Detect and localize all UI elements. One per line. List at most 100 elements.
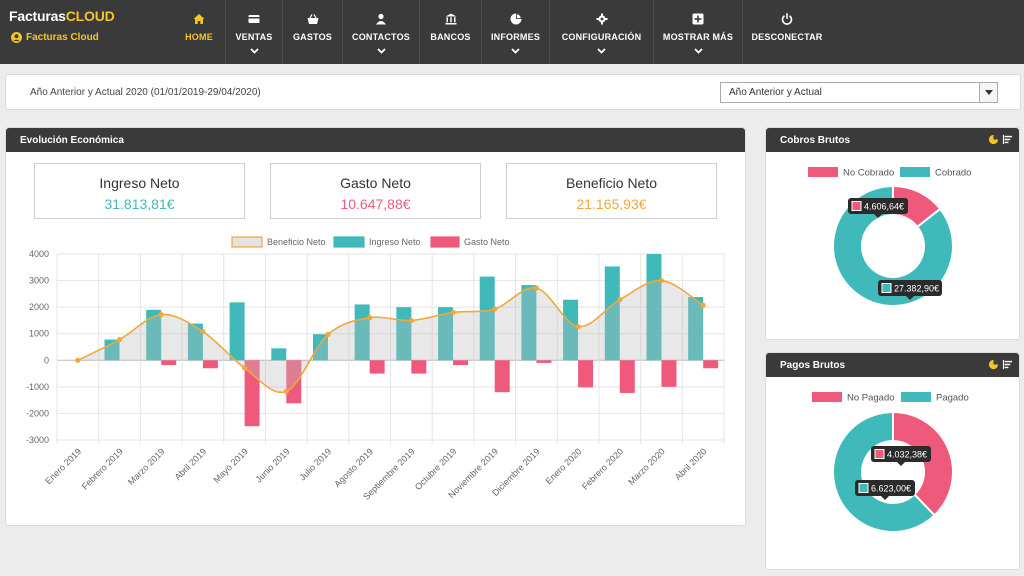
y-tick-label: 3000	[29, 276, 49, 286]
bar-ingreso-neto[interactable]	[146, 309, 162, 361]
point-beneficio-neto[interactable]	[283, 388, 289, 394]
nav-item-configuraci-n[interactable]: CONFIGURACIÓN	[550, 0, 654, 64]
bar-ingreso-neto[interactable]	[312, 334, 328, 361]
nav-item-desconectar[interactable]: DESCONECTAR	[743, 0, 831, 64]
point-beneficio-neto[interactable]	[533, 285, 540, 291]
point-beneficio-neto[interactable]	[617, 297, 623, 303]
point-beneficio-neto[interactable]	[116, 336, 123, 343]
point-beneficio-neto[interactable]	[658, 277, 665, 284]
pie-chart-icon[interactable]	[988, 134, 999, 145]
bar-gasto-neto[interactable]	[453, 360, 469, 366]
kpi-gasto: Gasto Neto 10.647,88€	[270, 163, 481, 219]
nav-item-label: MOSTRAR MÁS	[662, 32, 734, 42]
bar-chart-icon[interactable]	[1002, 134, 1013, 145]
point-beneficio-neto[interactable]	[158, 311, 164, 318]
chevron-down-icon[interactable]	[979, 83, 997, 102]
kpi-ingreso: Ingreso Neto 31.813,81€	[34, 163, 245, 219]
bar-gasto-neto[interactable]	[578, 360, 594, 388]
chevron-down-icon	[597, 48, 606, 54]
period-bar: Año Anterior y Actual 2020 (01/01/2019-2…	[5, 74, 1021, 110]
y-tick-label: 4000	[29, 249, 49, 259]
bank-icon	[445, 13, 456, 25]
tooltip-swatch	[881, 283, 892, 293]
kpi-beneficio-value: 21.165,93€	[576, 196, 647, 212]
point-beneficio-neto[interactable]	[700, 302, 706, 308]
point-beneficio-neto[interactable]	[450, 309, 456, 316]
point-beneficio-neto[interactable]	[367, 315, 373, 321]
legend-gasto-swatch[interactable]	[430, 236, 460, 248]
legend-beneficio-swatch[interactable]	[231, 236, 263, 248]
bar-ingreso-neto[interactable]	[271, 348, 287, 361]
value-tooltip	[878, 280, 942, 296]
nav-item-label: CONTACTOS	[352, 32, 410, 42]
legend-gasto-label[interactable]: Gasto Neto	[464, 237, 510, 247]
app-logo[interactable]: FacturasCLOUD	[9, 8, 115, 24]
pie-chart-icon[interactable]	[988, 359, 999, 370]
pagos-panel-title: Pagos Brutos	[780, 360, 846, 371]
point-beneficio-neto[interactable]	[575, 323, 581, 330]
line-beneficio-neto	[77, 279, 704, 394]
bar-ingreso-neto[interactable]	[688, 297, 704, 361]
nav-item-label: HOME	[185, 32, 213, 42]
point-beneficio-neto[interactable]	[200, 328, 206, 335]
nav-item-home[interactable]: HOME	[173, 0, 226, 64]
pagos-panel: Pagos Brutos	[765, 352, 1020, 570]
legend-beneficio-label[interactable]: Beneficio Neto	[267, 237, 326, 247]
bar-gasto-neto[interactable]	[286, 360, 302, 404]
bar-gasto-neto[interactable]	[661, 360, 677, 387]
period-select[interactable]: Año Anterior y Actual	[720, 82, 998, 103]
point-beneficio-neto[interactable]	[492, 306, 498, 312]
period-range-text: Año Anterior y Actual 2020 (01/01/2019-2…	[30, 87, 261, 98]
y-tick-label: 0	[44, 355, 49, 365]
nav-item-label: DESCONECTAR	[751, 32, 823, 42]
y-tick-label: 1000	[29, 329, 49, 339]
evolucion-panel: Evolución Económica Ingreso Neto 31.813,…	[5, 127, 746, 526]
legend-ingreso-swatch[interactable]	[333, 236, 365, 248]
bar-gasto-neto[interactable]	[619, 360, 635, 393]
bar-ingreso-neto[interactable]	[604, 266, 620, 361]
point-beneficio-neto[interactable]	[408, 317, 414, 324]
kpi-beneficio: Beneficio Neto 21.165,93€	[506, 163, 717, 219]
bar-ingreso-neto[interactable]	[521, 285, 537, 361]
kpi-beneficio-title: Beneficio Neto	[565, 175, 658, 191]
bar-chart-icon[interactable]	[1002, 359, 1013, 370]
legend-ingreso-label[interactable]: Ingreso Neto	[369, 237, 421, 247]
nav-item-mostrar-m-s[interactable]: MOSTRAR MÁS	[654, 0, 743, 64]
bar-ingreso-neto[interactable]	[563, 299, 579, 361]
point-beneficio-neto[interactable]	[325, 331, 331, 338]
legend-label[interactable]: Cobrado	[935, 168, 971, 179]
bar-gasto-neto[interactable]	[161, 360, 177, 366]
bar-ingreso-neto[interactable]	[438, 307, 454, 361]
nav-item-ventas[interactable]: VENTAS	[226, 0, 283, 64]
bar-ingreso-neto[interactable]	[229, 302, 245, 361]
point-beneficio-neto[interactable]	[75, 357, 81, 363]
bar-gasto-neto[interactable]	[369, 360, 385, 374]
bar-gasto-neto[interactable]	[494, 360, 510, 393]
company-selector[interactable]: Facturas Cloud	[11, 32, 99, 43]
nav-item-bancos[interactable]: BANCOS	[420, 0, 482, 64]
legend-label[interactable]: No Cobrado	[843, 168, 894, 179]
legend-swatch[interactable]	[808, 167, 838, 177]
tooltip-value: 4.606,64€	[864, 202, 904, 212]
kpi-ingreso-title: Ingreso Neto	[99, 175, 180, 191]
top-navbar: FacturasCLOUD Facturas Cloud HOME VENTAS G…	[0, 0, 1024, 64]
home-icon	[193, 14, 205, 24]
legend-swatch[interactable]	[900, 167, 930, 177]
bar-gasto-neto[interactable]	[202, 360, 218, 369]
nav-item-gastos[interactable]: GASTOS	[283, 0, 343, 64]
nav-item-label: BANCOS	[430, 32, 471, 42]
bar-gasto-neto[interactable]	[536, 360, 552, 363]
nav-item-informes[interactable]: INFORMES	[482, 0, 550, 64]
nav-item-contactos[interactable]: CONTACTOS	[343, 0, 420, 64]
kpi-gasto-title: Gasto Neto	[340, 175, 411, 191]
bar-ingreso-neto[interactable]	[187, 323, 203, 361]
bar-ingreso-neto[interactable]	[479, 276, 495, 361]
point-beneficio-neto[interactable]	[241, 365, 248, 371]
user-icon	[376, 13, 386, 25]
tooltip-swatch	[851, 201, 862, 211]
bar-gasto-neto[interactable]	[411, 360, 427, 374]
chevron-down-icon	[376, 48, 386, 54]
bar-gasto-neto[interactable]	[703, 360, 719, 369]
